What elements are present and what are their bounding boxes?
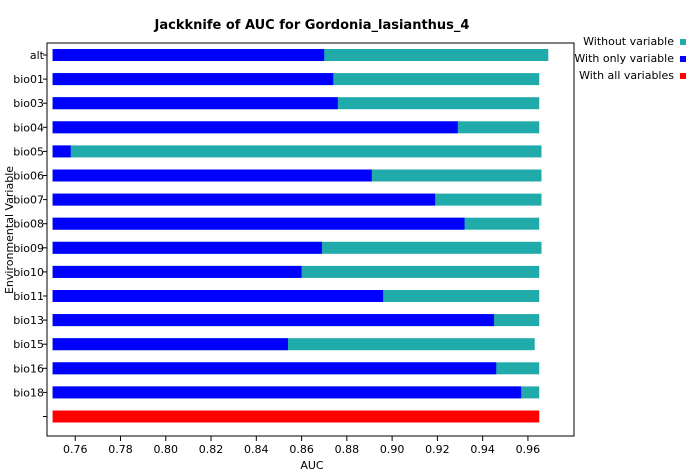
bar-only-bio18: [52, 386, 522, 399]
y-tick-label: bio05: [13, 145, 44, 158]
bar-only-bio01: [52, 73, 334, 86]
x-axis: 0.76 0.78 0.80 0.82 0.84 0.86 0.88 0.90 0.92 0.94…: [63, 436, 540, 456]
y-tick-label: bio16: [13, 362, 44, 375]
x-axis-label: AUC: [300, 459, 324, 472]
legend-swatch: [680, 56, 686, 62]
y-tick-label: bio08: [13, 218, 44, 231]
y-tick-label: bio01: [13, 73, 44, 86]
y-tick-label: bio06: [13, 170, 44, 183]
x-tick-label: 0.94: [470, 443, 495, 456]
x-tick-label: 0.76: [63, 443, 88, 456]
y-tick-label: bio04: [13, 121, 44, 134]
legend-label: With only variable: [574, 52, 674, 65]
y-tick-label: bio09: [13, 242, 44, 255]
y-tick-label: bio10: [13, 266, 44, 279]
bar-all-variables: [52, 410, 540, 423]
bar-only-bio09: [52, 241, 322, 254]
y-tick-label: bio15: [13, 338, 44, 351]
bar-only-alt: [52, 49, 325, 61]
x-tick-label: 0.96: [516, 443, 541, 456]
y-tick-label: bio11: [13, 290, 44, 303]
x-tick-label: 0.84: [244, 443, 269, 456]
bar-only-bio06: [52, 169, 372, 182]
legend-label: With all variables: [579, 69, 674, 82]
bar-only-bio11: [52, 290, 384, 302]
y-axis: alt bio01 bio03 bio04 bio05 bio06 bio07 bio08 bi…: [13, 49, 47, 417]
bars: [52, 49, 549, 423]
bar-without-bio05: [52, 145, 542, 158]
x-tick-label: 0.86: [289, 443, 314, 456]
legend-swatch: [680, 73, 686, 79]
y-axis-label: Environmental Variable: [3, 166, 16, 294]
bar-only-bio10: [52, 265, 302, 278]
y-tick-label: bio03: [13, 97, 44, 110]
y-tick-label: bio18: [13, 386, 44, 399]
x-tick-label: 0.90: [380, 443, 405, 456]
x-tick-label: 0.78: [108, 443, 133, 456]
bar-only-bio03: [52, 97, 338, 110]
legend: Without variable With only variable With a…: [574, 35, 686, 82]
y-tick-label: bio07: [13, 194, 44, 207]
bar-only-bio04: [52, 121, 458, 134]
bar-only-bio05: [52, 145, 71, 158]
x-tick-label: 0.92: [425, 443, 450, 456]
x-tick-label: 0.88: [335, 443, 360, 456]
x-tick-label: 0.80: [154, 443, 179, 456]
bar-only-bio08: [52, 217, 465, 230]
y-tick-label: bio13: [13, 314, 44, 327]
chart-title: Jackknife of AUC for Gordonia_lasianthus…: [154, 18, 470, 33]
bar-only-bio07: [52, 193, 436, 206]
x-tick-label: 0.82: [199, 443, 224, 456]
bar-only-bio15: [52, 338, 289, 351]
legend-swatch: [680, 39, 686, 45]
y-tick-label: alt: [30, 49, 45, 62]
legend-label: Without variable: [583, 35, 674, 48]
bar-only-bio16: [52, 362, 497, 375]
bar-only-bio13: [52, 314, 494, 327]
